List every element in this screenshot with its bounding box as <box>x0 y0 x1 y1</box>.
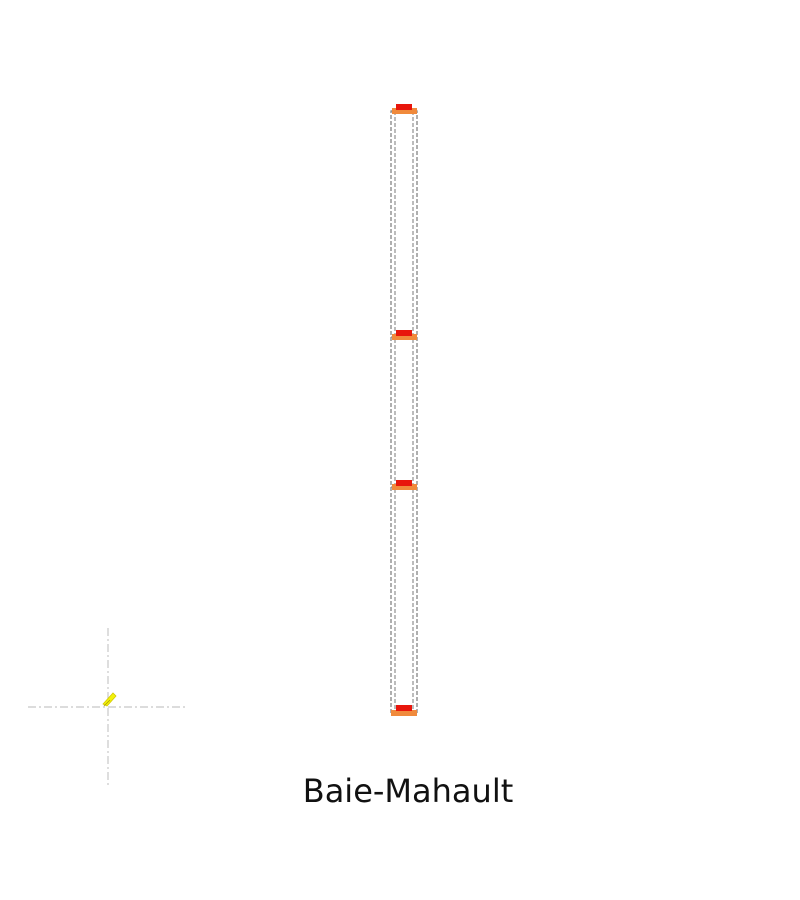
node-marker <box>391 705 417 716</box>
crosshair-icon <box>28 628 188 788</box>
node-marker <box>392 330 417 340</box>
pointer-icon <box>102 692 117 707</box>
node-marker <box>392 480 417 490</box>
location-caption: Baie-Mahault <box>302 772 514 810</box>
column-structure <box>390 104 418 716</box>
node-marker <box>392 104 417 114</box>
